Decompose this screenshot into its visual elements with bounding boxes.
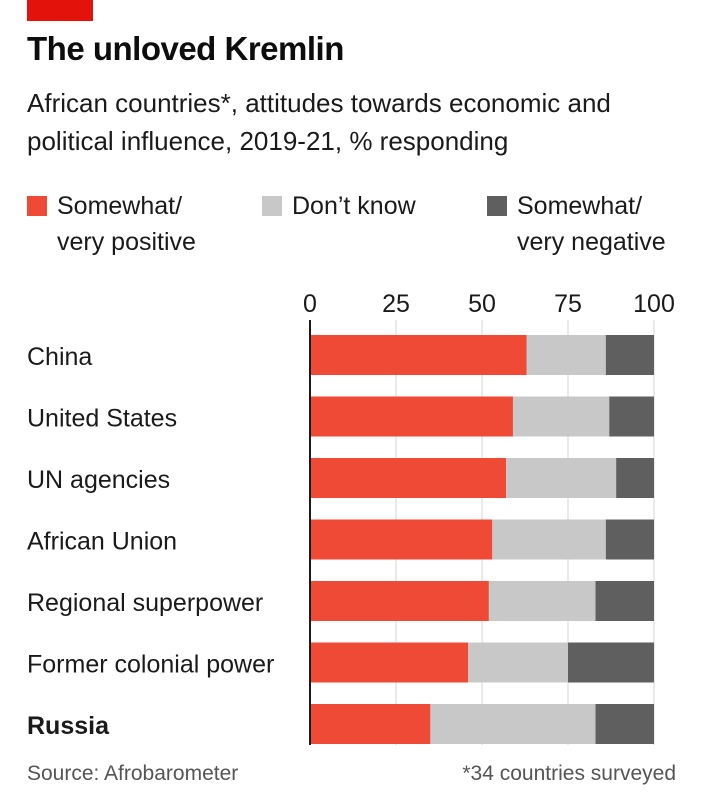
- category-label: China: [27, 343, 92, 371]
- bar-segment: [492, 519, 606, 560]
- bar-segment: [605, 335, 654, 375]
- source-note: Source: Afrobarometer: [27, 762, 239, 785]
- bar-segment: [310, 581, 489, 621]
- bar-segment: [616, 458, 654, 498]
- bar-segment: [430, 704, 596, 744]
- legend-label-dont-know: Don’t know: [292, 192, 416, 220]
- bar-segment: [488, 581, 596, 621]
- brand-red-tag: [27, 0, 93, 21]
- x-tick-label: 50: [468, 290, 496, 318]
- category-label: UN agencies: [27, 466, 170, 494]
- legend-swatch-positive: [27, 196, 47, 216]
- bar-segment: [310, 704, 431, 744]
- bar-segment: [310, 458, 507, 498]
- bar-segment: [506, 458, 617, 498]
- bar-segment: [512, 396, 610, 437]
- x-tick-label: 75: [554, 290, 582, 318]
- legend-swatch-negative: [487, 196, 507, 216]
- bar-segment: [310, 519, 493, 560]
- bar-segment: [310, 396, 513, 437]
- bar-segment: [310, 335, 527, 375]
- bar-segment: [595, 581, 654, 621]
- category-label: United States: [27, 405, 177, 433]
- bar-segment: [605, 519, 654, 560]
- category-label: Former colonial power: [27, 651, 274, 679]
- legend-item-positive: Somewhat/ very positive: [27, 188, 196, 260]
- bar-segment: [468, 642, 568, 683]
- category-label: Regional superpower: [27, 589, 263, 617]
- bar-segment: [310, 642, 469, 683]
- bar-segment: [595, 704, 654, 744]
- x-tick-label: 100: [633, 290, 675, 318]
- legend-label-negative: Somewhat/ very negative: [517, 192, 666, 256]
- x-tick-label: 25: [382, 290, 410, 318]
- legend-label-positive: Somewhat/ very positive: [57, 192, 196, 256]
- bar-segment: [526, 335, 606, 375]
- chart-title: The unloved Kremlin: [27, 30, 344, 67]
- bar-segment: [568, 642, 654, 683]
- bar-segment: [609, 396, 654, 437]
- legend-swatch-dont-know: [262, 196, 282, 216]
- x-tick-label: 0: [303, 290, 317, 318]
- footnote: *34 countries surveyed: [462, 762, 676, 785]
- category-label: African Union: [27, 528, 177, 556]
- category-label: Russia: [27, 712, 110, 740]
- legend-item-negative: Somewhat/ very negative: [487, 188, 666, 260]
- chart-subtitle: African countries*, attitudes towards ec…: [27, 88, 611, 156]
- legend-item-dont-know: Don’t know: [262, 188, 416, 224]
